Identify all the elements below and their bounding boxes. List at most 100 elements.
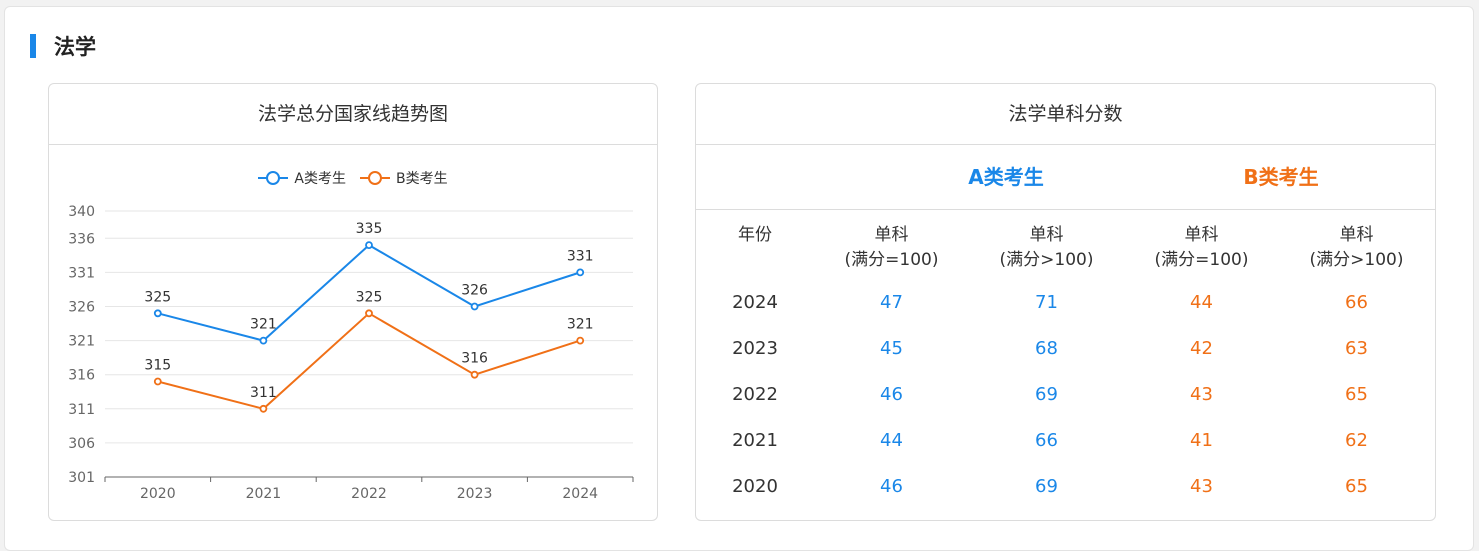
line-chart: 301 306 311 316 321 326 331 336 340 2020 2021 2022 2… [68,204,634,502]
section-accent-bar [30,34,36,58]
data-label: 325 [356,289,383,305]
legend-label: A类考生 [294,171,346,187]
legend-item[interactable]: B类考生 [359,168,448,188]
cell-b-full100: 43 [1190,383,1213,405]
data-point [259,404,268,413]
data-point [153,377,162,386]
header-label: 单科 [1184,225,1219,245]
data-point [259,336,268,345]
y-tick-label: 311 [68,402,95,418]
data-label: 321 [567,317,594,333]
cell-year: 2024 [732,291,778,313]
table-card-title: 法学单科分数 [696,84,1435,145]
x-tick-label: 2020 [140,486,176,502]
cell-year: 2023 [732,337,778,359]
chart-area: A类考生 B类考生 301 306 311 316 321 326 331 336 340 2020… [49,145,657,520]
header-a-full100: 单科 (满分=100) [814,223,969,273]
cell-a-over100: 66 [1035,429,1058,451]
y-tick-label: 340 [68,204,95,220]
section-header: 法学 [30,33,96,59]
cell-a-full100: 46 [880,383,903,405]
x-tick-label: 2024 [562,486,598,502]
score-table: 年份 单科 (满分=100) 单科 (满分>100) 单科 (满分=100) 单… [696,209,1435,509]
data-label: 335 [356,221,383,237]
data-label: 331 [567,248,594,264]
header-year: 年份 [738,225,772,245]
main-panel: 法学 法学总分国家线趋势图 A类考生 B类考生 301 306 311 316 321 32… [4,6,1474,551]
cell-year: 2022 [732,383,778,405]
cell-a-over100: 71 [1035,291,1058,313]
data-label: 325 [144,289,171,305]
table-header-row: 年份 单科 (满分=100) 单科 (满分>100) 单科 (满分=100) 单… [696,209,1435,279]
cell-year: 2020 [732,475,778,497]
data-label: 321 [250,317,277,333]
legend-item[interactable]: A类考生 [258,168,346,188]
header-a-over100: 单科 (满分>100) [969,223,1124,273]
data-label: 326 [461,282,488,298]
cell-b-full100: 43 [1190,475,1213,497]
table-row: 2021 44 66 41 62 [696,417,1435,463]
data-point [470,302,479,311]
group-b-label: B类考生 [1243,165,1319,189]
cell-b-over100: 66 [1345,291,1368,313]
chart-card-title: 法学总分国家线趋势图 [49,84,657,145]
cell-b-over100: 65 [1345,383,1368,405]
table-row: 2023 45 68 42 63 [696,325,1435,371]
table-row: 2020 46 69 43 65 [696,463,1435,509]
header-b-over100: 单科 (满分>100) [1279,223,1434,273]
table-row: 2022 46 69 43 65 [696,371,1435,417]
series-line-b [157,312,581,410]
cell-b-over100: 63 [1345,337,1368,359]
y-tick-label: 336 [68,231,95,247]
data-point [576,336,585,345]
data-point [365,309,373,318]
x-tick-label: 2023 [457,486,493,502]
header-label: 单科 [874,225,909,245]
data-label: 311 [250,385,277,401]
header-b-full100: 单科 (满分=100) [1124,223,1279,273]
header-sublabel: (满分=100) [844,250,939,270]
data-point [365,241,373,250]
y-tick-label: 301 [68,470,95,486]
cell-a-full100: 45 [880,337,903,359]
trend-chart-card: 法学总分国家线趋势图 A类考生 B类考生 301 306 311 316 321 326 33… [48,83,658,521]
header-sublabel: (满分=100) [1154,250,1249,270]
group-a-label: A类考生 [968,165,1044,189]
cell-b-full100: 44 [1190,291,1213,313]
cell-b-over100: 65 [1345,475,1368,497]
cell-a-full100: 47 [880,291,903,313]
cell-b-over100: 62 [1345,429,1368,451]
data-label: 315 [144,358,171,374]
cell-a-over100: 69 [1035,475,1058,497]
cell-a-over100: 69 [1035,383,1058,405]
group-header-row: A类考生 B类考生 [696,145,1435,210]
header-sublabel: (满分>100) [999,250,1094,270]
data-point [470,370,479,379]
chart-legend[interactable]: A类考生 B类考生 [49,168,657,188]
legend-line-circle-icon [258,171,289,185]
header-sublabel: (满分>100) [1309,250,1404,270]
y-tick-label: 331 [68,265,95,281]
data-label: 316 [461,351,488,367]
y-tick-label: 326 [68,299,95,315]
data-point [153,309,162,318]
cell-a-full100: 46 [880,475,903,497]
header-label: 单科 [1339,225,1374,245]
y-tick-label: 306 [68,436,95,452]
table-row: 2024 47 71 44 66 [696,279,1435,325]
subject-score-card: 法学单科分数 A类考生 B类考生 年份 单科 (满分=100) 单科 (满分>1… [695,83,1436,521]
section-title: 法学 [54,35,96,59]
legend-line-circle-icon [359,171,390,185]
x-tick-label: 2021 [246,486,282,502]
cell-year: 2021 [732,429,778,451]
y-tick-label: 321 [68,334,95,350]
header-label: 单科 [1029,225,1064,245]
y-tick-label: 316 [68,368,95,384]
cell-a-over100: 68 [1035,337,1058,359]
cell-b-full100: 41 [1190,429,1213,451]
cell-a-full100: 44 [880,429,903,451]
x-tick-label: 2022 [351,486,387,502]
legend-label: B类考生 [395,171,448,187]
data-point [576,268,585,277]
cell-b-full100: 42 [1190,337,1213,359]
